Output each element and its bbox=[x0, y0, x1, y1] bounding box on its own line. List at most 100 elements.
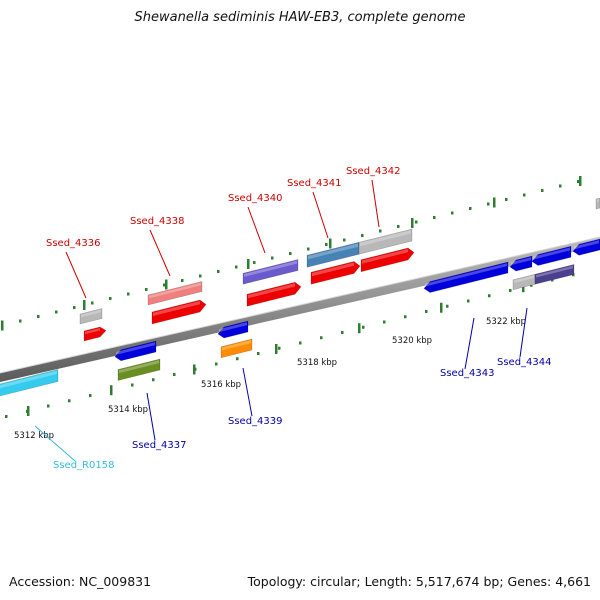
leader-line-ssed-r0158 bbox=[34, 425, 76, 462]
gene-label-ssed-4340[interactable]: Ssed_4340 bbox=[228, 193, 283, 204]
gene-label-ssed-4337[interactable]: Ssed_4337 bbox=[132, 440, 187, 451]
cds-bar-ssed-4336-upper[interactable] bbox=[79, 308, 103, 325]
cds-arrow-ssed-4337[interactable] bbox=[114, 340, 157, 362]
cds-bar-ssed-4344-lower-grey-highlight bbox=[514, 275, 534, 283]
outer-tick-track-dot bbox=[127, 292, 130, 296]
cds-bar-ssed-4344-lower-highlight bbox=[536, 265, 573, 278]
cds-bar-ssed-4344-lower[interactable] bbox=[534, 264, 575, 285]
outer-tick-track-tick bbox=[1, 320, 4, 331]
scale-label: 5312 kbp bbox=[14, 431, 54, 441]
gene-label-ssed-4336[interactable]: Ssed_4336 bbox=[46, 238, 101, 249]
inner-tick-track-dot bbox=[572, 273, 575, 277]
outer-tick-track-dot bbox=[55, 310, 58, 314]
inner-tick-track-tick bbox=[275, 344, 278, 354]
leader-line-ssed-4341 bbox=[312, 191, 329, 239]
leader-line-ssed-4337 bbox=[146, 392, 156, 441]
outer-tick-track-dot bbox=[505, 198, 508, 201]
cds-arrow-ssed-4337-highlight bbox=[116, 342, 155, 355]
inner-tick-track-tick bbox=[522, 282, 525, 293]
outer-tick-track-dot bbox=[73, 306, 76, 309]
cds-bar-ssed-4337-lower-highlight bbox=[119, 360, 159, 374]
inner-tick-track-dot bbox=[530, 283, 533, 287]
scale-label: 5320 kbp bbox=[392, 336, 432, 346]
leader-line-ssed-4344 bbox=[519, 307, 528, 358]
cds-bar-ssed-4340-upper-highlight bbox=[244, 260, 297, 277]
inner-tick-track-dot bbox=[362, 325, 365, 329]
gene-label-ssed-4341[interactable]: Ssed_4341 bbox=[287, 178, 342, 189]
outer-tick-track-tick bbox=[83, 300, 86, 310]
outer-tick-track-dot bbox=[199, 274, 202, 278]
outer-tick-track-dot bbox=[397, 225, 400, 228]
scale-label: 5314 kbp bbox=[108, 405, 148, 415]
inner-tick-track-dot bbox=[215, 362, 218, 366]
outer-tick-track-dot bbox=[37, 315, 40, 318]
outer-tick-track-dot bbox=[379, 229, 382, 233]
gene-label-ssed-4339[interactable]: Ssed_4339 bbox=[228, 416, 283, 427]
cds-bar-edge-right[interactable] bbox=[595, 197, 600, 210]
outer-tick-track-dot bbox=[19, 319, 22, 323]
cds-arrow-ssed-4339[interactable] bbox=[217, 320, 249, 339]
leader-line-ssed-4336 bbox=[65, 251, 87, 299]
outer-tick-track-dot bbox=[235, 265, 238, 269]
cds-arrow-ssed-4340[interactable] bbox=[246, 281, 302, 307]
rna-bar-ssed-r0158[interactable] bbox=[0, 369, 59, 397]
gene-label-ssed-4343[interactable]: Ssed_4343 bbox=[440, 368, 495, 379]
cds-arrow-ssed-4338[interactable] bbox=[151, 299, 207, 325]
outer-tick-track-tick bbox=[247, 259, 250, 269]
inner-tick-track-dot bbox=[278, 346, 281, 350]
inner-tick-track-tick bbox=[440, 302, 443, 313]
cds-arrow-ssed-4336[interactable] bbox=[83, 326, 107, 342]
cds-arrow-ssed-4343[interactable] bbox=[423, 261, 509, 293]
outer-tick-track-dot bbox=[469, 207, 472, 210]
outer-tick-track-dot bbox=[559, 184, 562, 188]
cds-arrow-ssed-4344-b[interactable] bbox=[531, 245, 572, 266]
outer-tick-track-dot bbox=[271, 256, 274, 260]
cds-bar-ssed-4339-lower[interactable] bbox=[220, 338, 253, 359]
map-title: Shewanella sediminis HAW-EB3, complete g… bbox=[134, 10, 466, 25]
cds-bar-ssed-4337-lower[interactable] bbox=[117, 358, 161, 381]
cds-bar-ssed-4342-upper[interactable] bbox=[358, 228, 413, 255]
outer-tick-track-tick bbox=[579, 176, 582, 186]
cds-arrow-ssed-4342-highlight bbox=[362, 249, 408, 264]
cds-bar-ssed-4338-upper[interactable] bbox=[147, 281, 203, 306]
gene-label-ssed-r0158[interactable]: Ssed_R0158 bbox=[53, 460, 114, 471]
inner-tick-track-dot bbox=[467, 299, 470, 303]
inner-tick-track-tick bbox=[110, 385, 113, 396]
gene-label-ssed-4344[interactable]: Ssed_4344 bbox=[497, 357, 552, 368]
outer-tick-track-dot bbox=[109, 297, 112, 300]
gene-label-ssed-4342[interactable]: Ssed_4342 bbox=[346, 166, 401, 177]
cds-arrow-ssed-4344-a[interactable] bbox=[509, 255, 533, 272]
inner-tick-track-dot bbox=[446, 304, 449, 308]
cds-arrow-edge-right[interactable] bbox=[572, 238, 600, 256]
inner-tick-track-dot bbox=[425, 310, 428, 313]
outer-tick-track-tick bbox=[329, 238, 332, 249]
cds-arrow-ssed-4340-highlight bbox=[248, 283, 295, 299]
inner-tick-track-tick bbox=[358, 323, 361, 334]
cds-bar-ssed-4336-upper-highlight bbox=[81, 309, 101, 318]
cds-bar-ssed-4338-upper-highlight bbox=[149, 282, 201, 299]
outer-tick-track-dot bbox=[163, 283, 166, 287]
cds-arrow-ssed-4339-highlight bbox=[219, 322, 247, 333]
cds-arrow-ssed-4338-highlight bbox=[153, 301, 200, 316]
cds-arrow-edge-right-highlight bbox=[574, 240, 599, 250]
outer-tick-track-tick bbox=[493, 197, 496, 208]
genome-summary: Topology: circular; Length: 5,517,674 bp… bbox=[247, 574, 591, 589]
outer-tick-track-dot bbox=[541, 189, 544, 192]
cds-arrow-ssed-4343-highlight bbox=[425, 263, 507, 287]
inner-tick-track-dot bbox=[68, 399, 71, 403]
cds-arrow-ssed-4342[interactable] bbox=[360, 247, 415, 273]
leader-line-ssed-4339 bbox=[242, 367, 253, 417]
gene-label-ssed-4338[interactable]: Ssed_4338 bbox=[130, 216, 185, 227]
cds-bar-ssed-4340-upper[interactable] bbox=[242, 259, 299, 285]
outer-tick-track-dot bbox=[361, 234, 364, 237]
inner-tick-track-dot bbox=[488, 294, 491, 298]
outer-tick-track-dot bbox=[487, 202, 490, 206]
outer-tick-track-dot bbox=[451, 211, 454, 215]
outer-tick-track-tick bbox=[411, 218, 414, 228]
genome-axis-highlight bbox=[0, 236, 600, 374]
inner-tick-track-dot bbox=[173, 373, 176, 376]
outer-tick-track-dot bbox=[91, 301, 94, 305]
cds-arrow-ssed-4341[interactable] bbox=[310, 261, 361, 285]
inner-tick-track-dot bbox=[509, 289, 512, 292]
